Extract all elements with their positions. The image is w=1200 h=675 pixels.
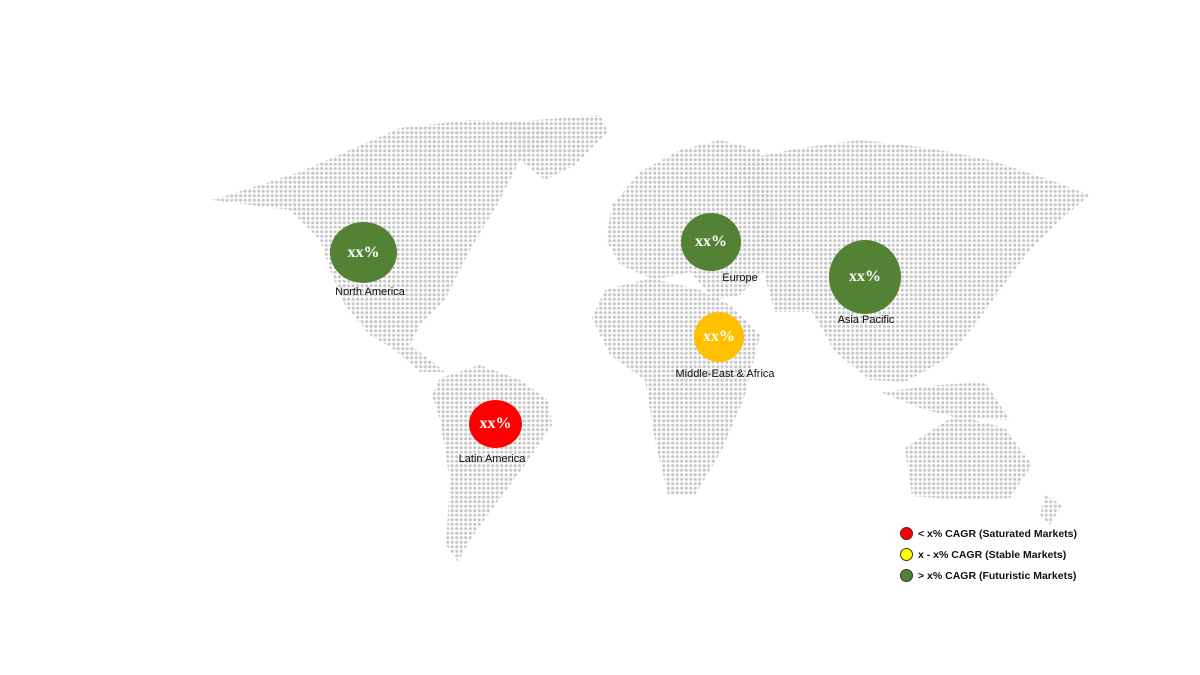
yellow-dot-icon [900, 548, 913, 561]
greenland-landmass [510, 115, 608, 180]
middle-east-africa-bubble: xx% [694, 312, 744, 362]
legend-label: > x% CAGR (Futuristic Markets) [918, 569, 1077, 582]
europe-label: Europe [722, 272, 758, 284]
legend: < x% CAGR (Saturated Markets) x - x% CAG… [900, 523, 1077, 586]
middle-east-africa-label: Middle-East & Africa [675, 368, 775, 380]
south-america-landmass [432, 365, 552, 562]
africa-landmass [592, 278, 760, 495]
australia-landmass [905, 415, 1032, 500]
legend-item-stable: x - x% CAGR (Stable Markets) [900, 544, 1077, 565]
legend-item-saturated: < x% CAGR (Saturated Markets) [900, 523, 1077, 544]
north-america-label: North America [335, 286, 405, 298]
legend-label: x - x% CAGR (Stable Markets) [918, 548, 1067, 561]
north-america-bubble: xx% [330, 222, 397, 283]
asia-landmass [740, 140, 1090, 382]
europe-bubble: xx% [681, 213, 741, 271]
legend-label: < x% CAGR (Saturated Markets) [918, 527, 1078, 540]
red-dot-icon [900, 527, 913, 540]
new-zealand-landmass [1040, 495, 1062, 525]
latin-america-bubble: xx% [469, 400, 522, 448]
asia-pacific-bubble: xx% [829, 240, 901, 314]
green-dot-icon [900, 569, 913, 582]
asia-pacific-label: Asia Pacific [837, 314, 895, 326]
latin-america-label: Latin America [458, 453, 526, 465]
legend-item-futuristic: > x% CAGR (Futuristic Markets) [900, 565, 1077, 586]
southeast-asia-islands [880, 382, 1010, 420]
